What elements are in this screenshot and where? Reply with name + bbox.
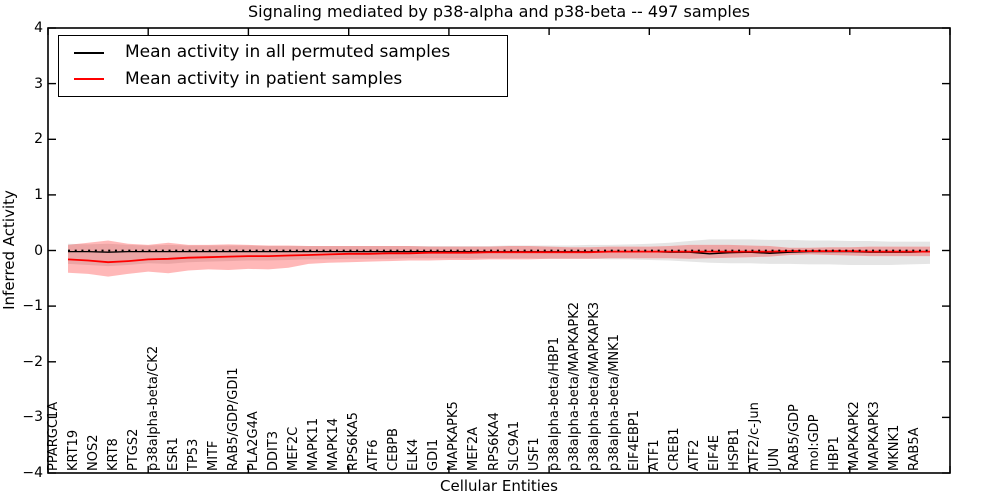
x-tick-label: KRT19 <box>65 429 81 471</box>
x-tick-label: PPARGC1A <box>45 401 61 471</box>
x-tick-label: ATF6 <box>366 439 382 471</box>
x-tick-label: JUN <box>767 447 783 471</box>
patient-line-swatch <box>74 78 104 81</box>
legend-item-patient: Mean activity in patient samples <box>74 68 507 89</box>
y-tick-label: −2 <box>22 353 43 370</box>
x-tick-label: mol:GDP <box>807 414 823 471</box>
x-tick-label: ATF2 <box>686 439 702 471</box>
y-tick-label: 0 <box>34 242 43 259</box>
x-tick-label: PLA2G4A <box>245 411 261 471</box>
x-tick-label: MAPKAPK2 <box>847 401 863 471</box>
x-tick-label: ATF2/c-Jun <box>747 402 763 471</box>
x-tick-label: MKNK1 <box>887 424 903 471</box>
x-tick-label: DDIT3 <box>266 430 282 471</box>
x-tick-label: EIF4E <box>707 434 722 471</box>
x-tick-label: KRT8 <box>105 438 121 471</box>
x-tick-label: EIF4EBP1 <box>626 409 642 471</box>
x-tick-label: MAPK14 <box>326 417 342 471</box>
legend-item-permuted: Mean activity in all permuted samples <box>74 43 507 62</box>
x-tick-label: RPS6KA5 <box>346 412 362 471</box>
y-tick-label: 2 <box>34 131 43 148</box>
x-tick-label: MEF2C <box>286 426 302 471</box>
x-axis-label: Cellular Entities <box>440 477 558 495</box>
x-tick-label: RAB5A <box>907 427 923 471</box>
x-tick-label: RAB5/GDP/GDI1 <box>225 367 241 471</box>
x-tick-label: MITF <box>205 440 221 471</box>
x-tick-label: p38alpha-beta/CK2 <box>145 345 161 471</box>
x-tick-label: ELK4 <box>406 438 422 471</box>
x-tick-label: SLC9A1 <box>506 420 522 471</box>
x-tick-label: MEF2A <box>466 426 482 471</box>
y-tick-label: −4 <box>22 465 43 481</box>
x-tick-label: RPS6KA4 <box>486 412 502 471</box>
patient-band <box>68 240 930 277</box>
x-tick-label: HBP1 <box>827 436 843 471</box>
x-tick-label: p38alpha-beta/MAPKAPK3 <box>586 302 602 471</box>
x-tick-label: ESR1 <box>165 437 181 471</box>
x-tick-label: RAB5/GDP <box>787 404 803 471</box>
y-tick-label: 3 <box>34 75 43 92</box>
y-tick-label: −3 <box>22 409 43 426</box>
y-tick-label: −1 <box>22 298 43 315</box>
x-tick-label: MAPK11 <box>306 417 322 471</box>
x-tick-label: GDI1 <box>426 438 442 471</box>
y-tick-label: 1 <box>34 186 43 203</box>
x-tick-label: HSPB1 <box>727 427 743 471</box>
x-tick-label: TP53 <box>185 438 201 471</box>
chart-title: Signaling mediated by p38-alpha and p38-… <box>247 2 750 21</box>
legend-label-permuted: Mean activity in all permuted samples <box>125 42 451 63</box>
y-tick-label: 4 <box>34 20 43 36</box>
x-tick-label: PTGS2 <box>125 428 141 471</box>
x-tick-label: MAPKAPK5 <box>446 401 462 471</box>
legend: Mean activity in all permuted samples Me… <box>58 35 508 97</box>
x-tick-label: NOS2 <box>85 434 101 471</box>
x-tick-label: p38alpha-beta/MNK1 <box>606 334 622 471</box>
x-tick-label: p38alpha-beta/MAPKAPK2 <box>566 302 582 471</box>
permuted-line-swatch <box>74 51 104 54</box>
x-tick-label: MAPKAPK3 <box>867 401 883 471</box>
x-tick-label: CEBPB <box>386 428 402 471</box>
x-tick-label: CREB1 <box>666 427 682 471</box>
x-tick-label: p38alpha-beta/HBP1 <box>546 336 562 471</box>
legend-label-patient: Mean activity in patient samples <box>125 68 403 89</box>
x-tick-label: ATF1 <box>646 439 662 471</box>
x-tick-label: USF1 <box>526 437 542 471</box>
